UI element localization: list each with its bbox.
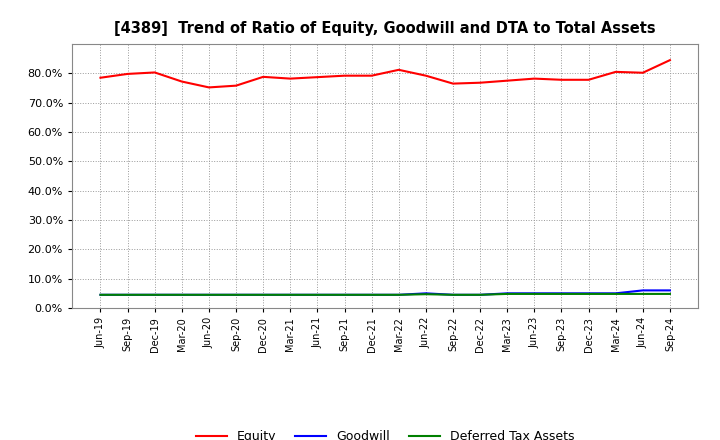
Deferred Tax Assets — [530, 291, 539, 297]
Deferred Tax Assets — [259, 292, 268, 297]
Deferred Tax Assets — [341, 292, 349, 297]
Deferred Tax Assets — [286, 292, 294, 297]
Goodwill — [557, 291, 566, 296]
Equity — [341, 73, 349, 78]
Goodwill — [259, 292, 268, 297]
Equity — [204, 85, 213, 90]
Line: Goodwill: Goodwill — [101, 290, 670, 295]
Deferred Tax Assets — [639, 291, 647, 297]
Equity — [259, 74, 268, 80]
Equity — [421, 73, 430, 78]
Equity — [584, 77, 593, 82]
Goodwill — [639, 288, 647, 293]
Equity — [123, 71, 132, 77]
Deferred Tax Assets — [178, 292, 186, 297]
Equity — [611, 69, 620, 74]
Deferred Tax Assets — [150, 292, 159, 297]
Goodwill — [421, 291, 430, 296]
Goodwill — [395, 292, 403, 297]
Equity — [178, 79, 186, 84]
Deferred Tax Assets — [503, 291, 511, 297]
Goodwill — [503, 291, 511, 296]
Goodwill — [476, 292, 485, 297]
Goodwill — [96, 292, 105, 297]
Equity — [367, 73, 376, 78]
Equity — [557, 77, 566, 82]
Deferred Tax Assets — [557, 291, 566, 297]
Legend: Equity, Goodwill, Deferred Tax Assets: Equity, Goodwill, Deferred Tax Assets — [191, 425, 580, 440]
Line: Deferred Tax Assets: Deferred Tax Assets — [101, 294, 670, 295]
Goodwill — [313, 292, 322, 297]
Goodwill — [150, 292, 159, 297]
Line: Equity: Equity — [101, 60, 670, 88]
Deferred Tax Assets — [611, 291, 620, 297]
Equity — [286, 76, 294, 81]
Deferred Tax Assets — [367, 292, 376, 297]
Equity — [96, 75, 105, 81]
Deferred Tax Assets — [204, 292, 213, 297]
Equity — [232, 83, 240, 88]
Equity — [503, 78, 511, 83]
Goodwill — [665, 288, 674, 293]
Goodwill — [178, 292, 186, 297]
Equity — [395, 67, 403, 73]
Equity — [639, 70, 647, 75]
Deferred Tax Assets — [395, 292, 403, 297]
Deferred Tax Assets — [449, 292, 457, 297]
Goodwill — [286, 292, 294, 297]
Deferred Tax Assets — [232, 292, 240, 297]
Title: [4389]  Trend of Ratio of Equity, Goodwill and DTA to Total Assets: [4389] Trend of Ratio of Equity, Goodwil… — [114, 21, 656, 36]
Equity — [449, 81, 457, 86]
Goodwill — [341, 292, 349, 297]
Equity — [665, 58, 674, 63]
Equity — [476, 80, 485, 85]
Goodwill — [584, 291, 593, 296]
Equity — [530, 76, 539, 81]
Goodwill — [123, 292, 132, 297]
Equity — [313, 74, 322, 80]
Goodwill — [611, 291, 620, 296]
Goodwill — [232, 292, 240, 297]
Goodwill — [530, 291, 539, 296]
Goodwill — [204, 292, 213, 297]
Deferred Tax Assets — [476, 292, 485, 297]
Deferred Tax Assets — [123, 292, 132, 297]
Deferred Tax Assets — [665, 291, 674, 297]
Deferred Tax Assets — [313, 292, 322, 297]
Deferred Tax Assets — [584, 291, 593, 297]
Goodwill — [449, 292, 457, 297]
Deferred Tax Assets — [421, 292, 430, 297]
Equity — [150, 70, 159, 75]
Deferred Tax Assets — [96, 292, 105, 297]
Goodwill — [367, 292, 376, 297]
